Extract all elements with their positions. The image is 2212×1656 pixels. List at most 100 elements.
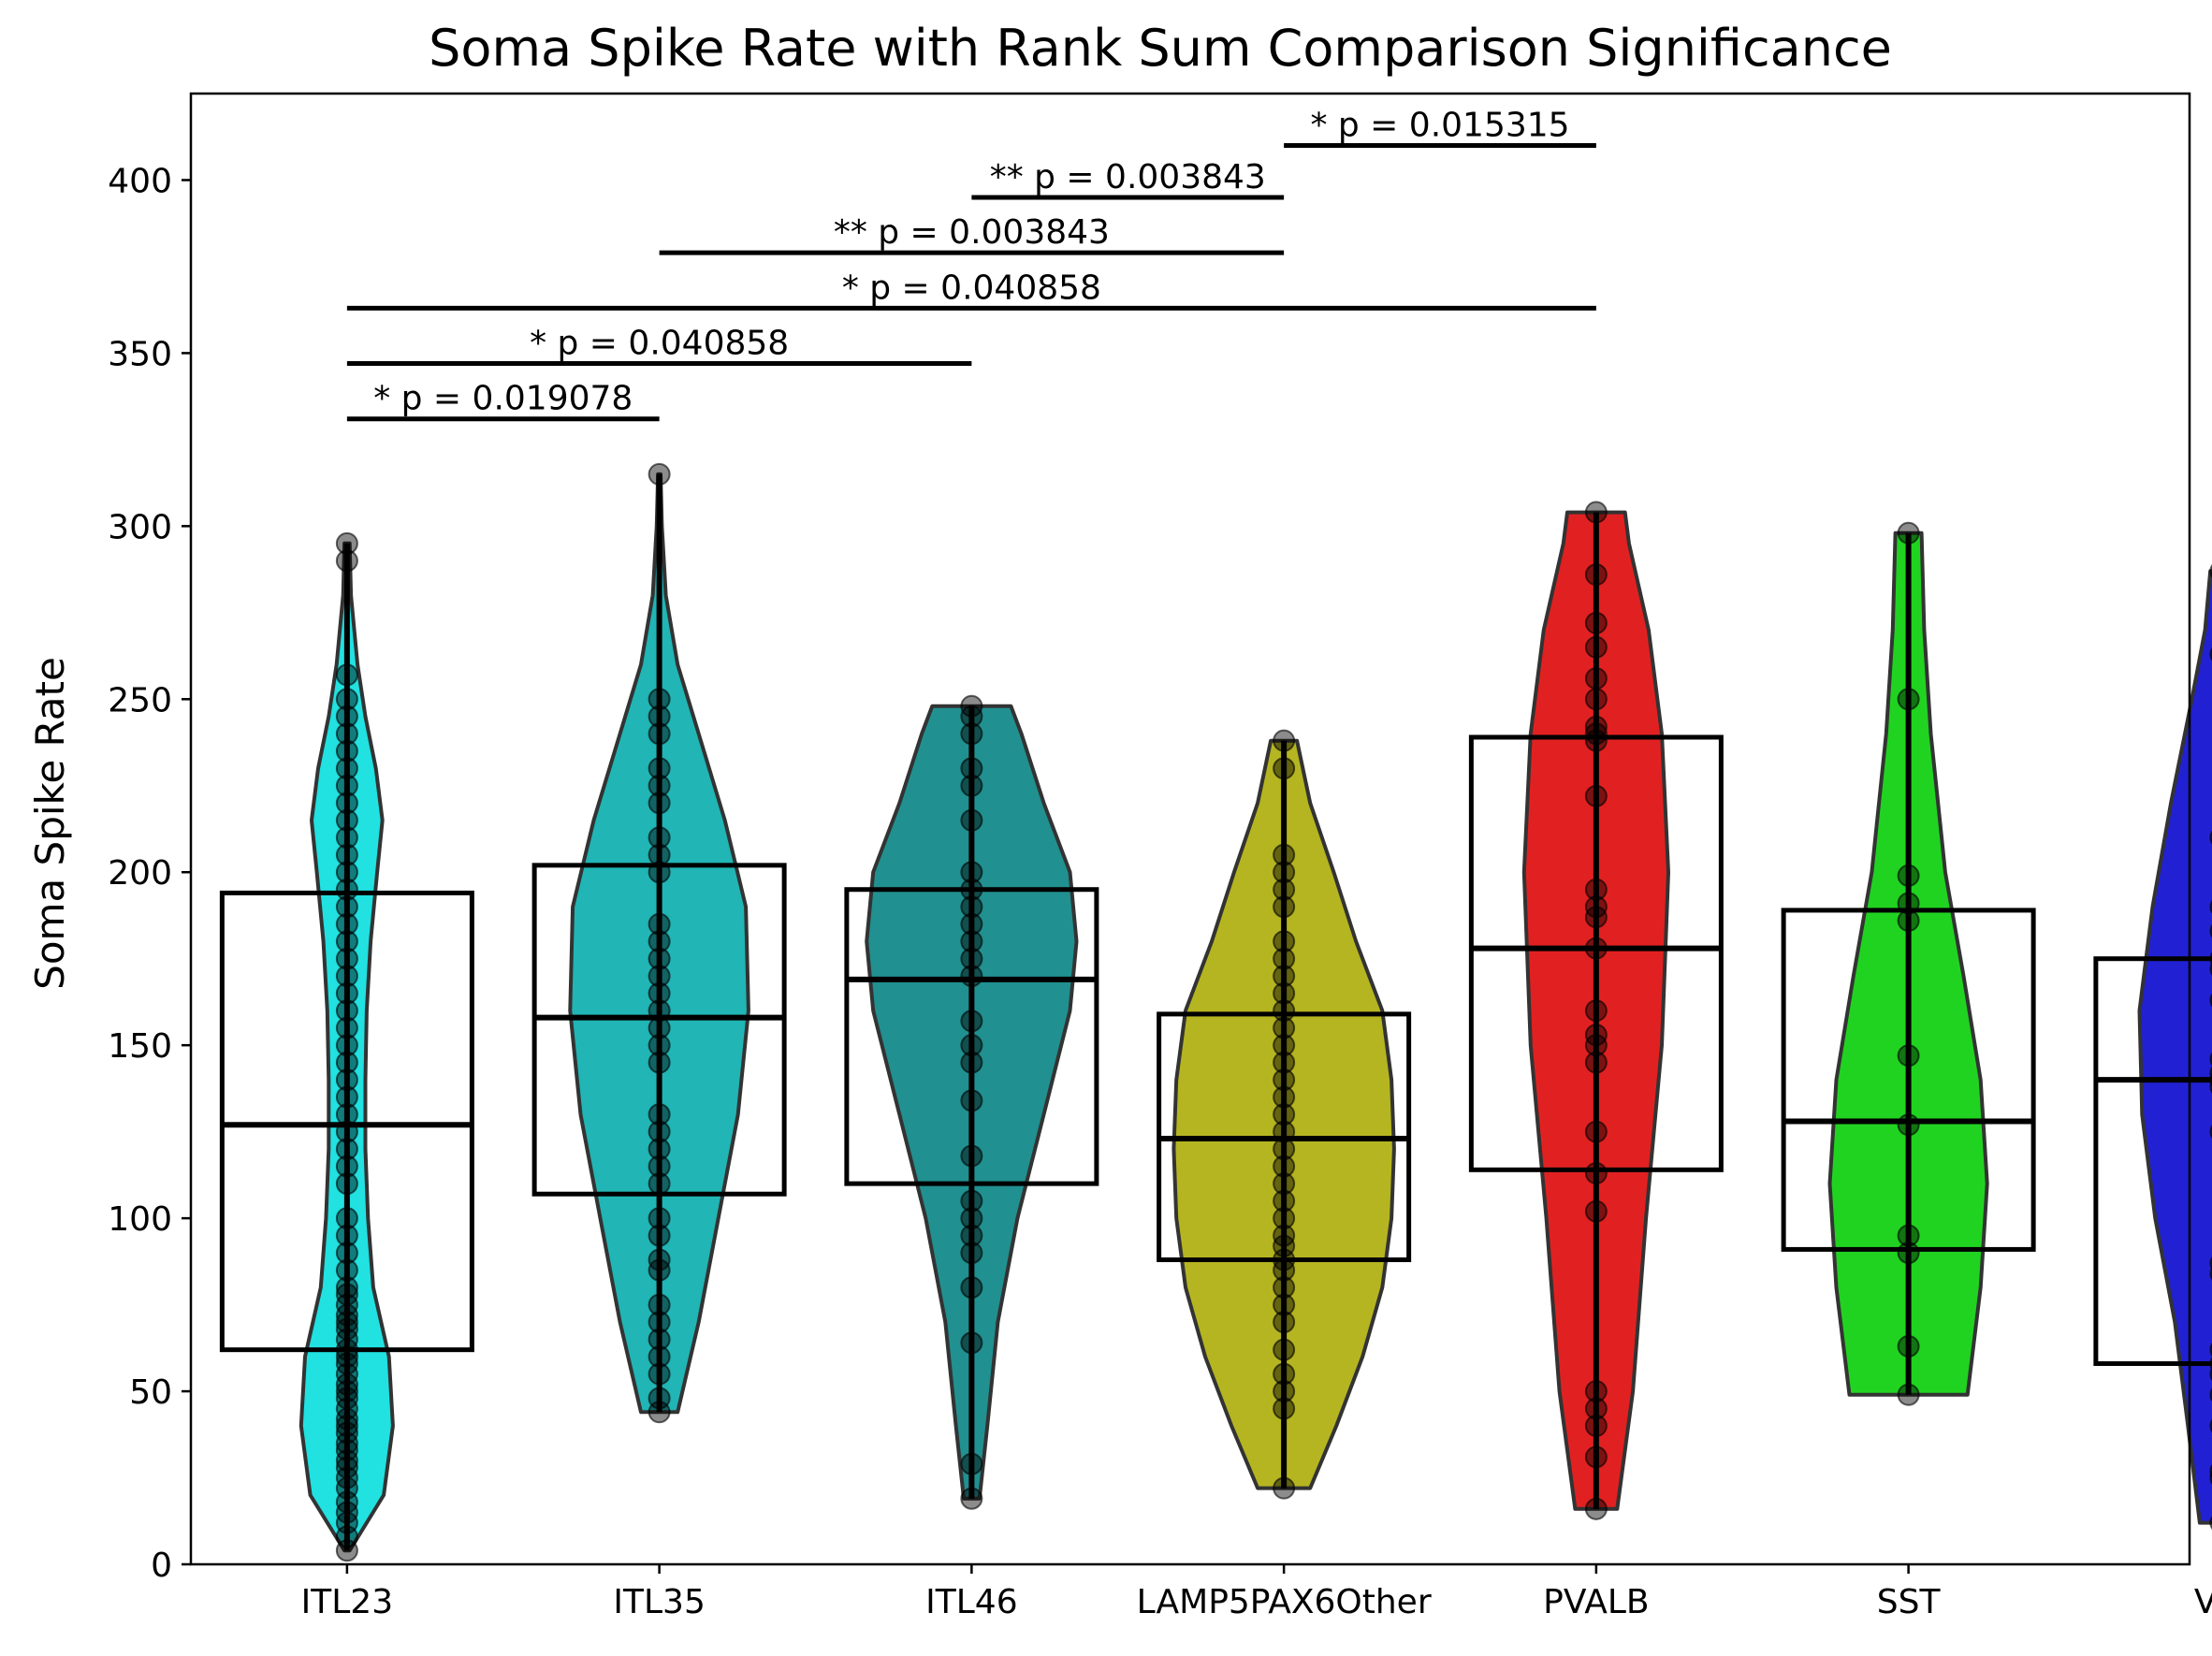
data-point: [648, 947, 671, 970]
data-point: [1273, 1380, 1296, 1403]
data-point: [960, 1331, 983, 1355]
data-point: [648, 861, 671, 884]
data-point: [960, 1010, 983, 1033]
point-layer: [335, 462, 2212, 1562]
data-point: [335, 1380, 358, 1403]
data-point: [335, 1085, 358, 1109]
violin-layer: [298, 472, 2212, 1553]
data-point: [1584, 1415, 1608, 1438]
data-point: [335, 663, 358, 687]
data-point: [1584, 722, 1608, 746]
data-point: [648, 1387, 671, 1410]
data-point: [1584, 937, 1608, 960]
y-tick-label: 100: [108, 1200, 172, 1239]
data-point: [1273, 861, 1296, 884]
data-point: [960, 1189, 983, 1213]
data-point: [1273, 1293, 1296, 1316]
data-point: [1584, 999, 1608, 1023]
data-point: [335, 965, 358, 988]
data-point: [648, 965, 671, 988]
data-point: [960, 861, 983, 884]
data-point: [1273, 965, 1296, 988]
data-point: [335, 999, 358, 1023]
y-tick-label: 50: [129, 1373, 172, 1412]
data-point: [648, 999, 671, 1023]
data-point: [648, 705, 671, 728]
data-point: [335, 930, 358, 953]
data-point: [335, 531, 358, 555]
data-point: [1584, 635, 1608, 659]
data-point: [335, 1051, 358, 1074]
x-tick-label: ITL46: [925, 1583, 1017, 1621]
data-point: [1584, 1497, 1608, 1520]
data-point: [1584, 1199, 1608, 1223]
data-point: [960, 895, 983, 919]
data-point: [335, 861, 358, 884]
data-point: [960, 1487, 983, 1510]
data-point: [1273, 1207, 1296, 1230]
data-point: [335, 739, 358, 763]
y-tick-label: 350: [108, 335, 172, 373]
data-point: [960, 1276, 983, 1300]
data-point: [335, 1438, 358, 1461]
data-point: [648, 1016, 671, 1039]
data-point: [648, 722, 671, 746]
data-point: [960, 1242, 983, 1265]
data-point: [1273, 1397, 1296, 1420]
data-point: [335, 1016, 358, 1039]
data-point: [1273, 1476, 1296, 1500]
data-point: [960, 1089, 983, 1112]
data-point: [335, 1283, 358, 1306]
data-point: [335, 705, 358, 728]
data-point: [960, 912, 983, 936]
data-point: [1897, 688, 1920, 711]
data-point: [1584, 715, 1608, 738]
data-point: [1273, 1224, 1296, 1247]
data-point: [1273, 1189, 1296, 1213]
data-point: [335, 549, 358, 573]
x-tick-label: ITL35: [613, 1583, 705, 1621]
data-point: [1273, 1138, 1296, 1161]
data-point: [1273, 999, 1296, 1023]
data-point: [648, 1207, 671, 1230]
data-point: [960, 878, 983, 901]
data-point: [1897, 1242, 1920, 1265]
data-point: [648, 757, 671, 780]
data-point: [960, 1452, 983, 1475]
box-itl46: [844, 887, 1099, 1186]
data-point: [335, 757, 358, 780]
data-point: [335, 1224, 358, 1247]
data-point: [1273, 1051, 1296, 1074]
data-point: [1584, 563, 1608, 587]
significance-label: ** p = 0.003843: [834, 213, 1110, 252]
data-point: [1897, 864, 1920, 887]
data-point: [335, 981, 358, 1005]
data-point: [1897, 892, 1920, 915]
data-point: [335, 1311, 358, 1334]
data-point: [648, 1362, 671, 1386]
data-point: [648, 1172, 671, 1196]
data-point: [960, 1144, 983, 1168]
data-point: [335, 1172, 358, 1196]
data-point: [1584, 1397, 1608, 1420]
data-point: [1584, 895, 1608, 919]
data-point: [1273, 1085, 1296, 1109]
data-point: [335, 1456, 358, 1479]
data-point: [1584, 611, 1608, 634]
data-point: [648, 774, 671, 797]
data-point: [960, 694, 983, 718]
data-point: [1273, 843, 1296, 866]
data-point: [648, 1311, 671, 1334]
axes-layer: ITL23 ITL35 ITL46 LAMP5PAX6Other PVALB SST VIP…: [108, 92, 2212, 1621]
significance-label: ** p = 0.003843: [990, 158, 1266, 196]
data-point: [960, 722, 983, 746]
data-point: [335, 1207, 358, 1230]
data-point: [1273, 1172, 1296, 1196]
data-point: [335, 1034, 358, 1057]
data-point: [335, 878, 358, 901]
data-point: [1273, 1362, 1296, 1386]
data-point: [1273, 1155, 1296, 1178]
data-point: [1273, 1103, 1296, 1126]
data-point: [335, 1138, 358, 1161]
